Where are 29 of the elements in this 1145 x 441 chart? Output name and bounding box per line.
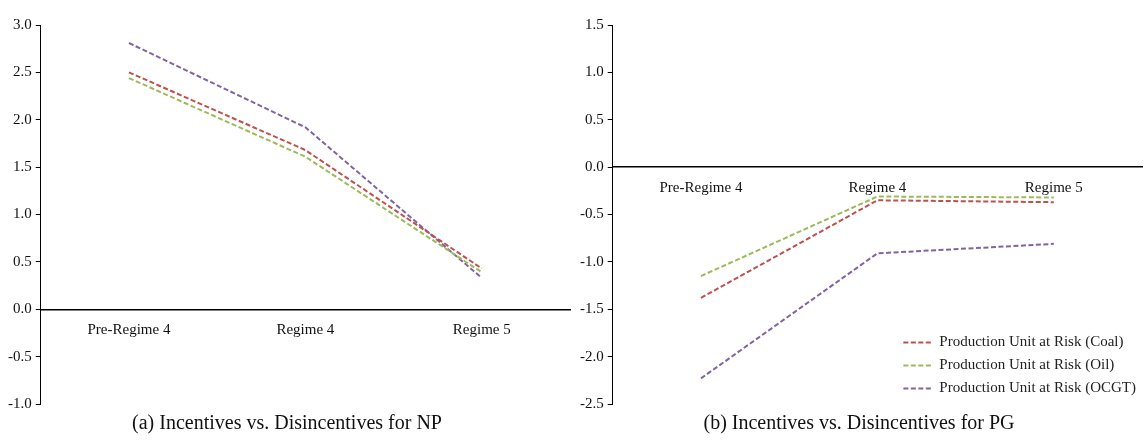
x-tick-label: Regime 5 — [452, 321, 511, 338]
text: (b) Incentives vs. Disincentives for PG — [703, 411, 1015, 435]
y-tick-label: 3.0 — [13, 15, 32, 32]
legend-label: Production Unit at Risk (Coal) — [939, 333, 1124, 351]
y-tick-label: 1.5 — [13, 158, 32, 175]
x-tick-label: Pre-Regime 4 — [659, 179, 743, 196]
y-tick-label: 2.5 — [13, 63, 32, 80]
y-tick-label: -2.0 — [580, 347, 604, 364]
y-tick-label: -0.5 — [580, 205, 604, 222]
y-tick-label: 0.5 — [585, 110, 604, 127]
x-tick-label: Pre-Regime 4 — [87, 321, 171, 338]
x-tick-label: Regime 5 — [1024, 179, 1083, 196]
legend-label: Production Unit at Risk (Oil) — [939, 356, 1115, 374]
y-tick-label: -1.5 — [580, 300, 604, 317]
x-tick-label: Regime 4 — [276, 321, 335, 338]
legend-label: Production Unit at Risk (OCGT) — [939, 379, 1136, 397]
text: (a) Incentives vs. Disincentives for NP — [132, 411, 442, 435]
y-tick-label: 2.0 — [13, 110, 32, 127]
y-tick-label: 1.0 — [13, 205, 32, 222]
x-tick-label: Regime 4 — [848, 179, 907, 196]
y-tick-label: -1.0 — [8, 394, 32, 411]
y-tick-label: -0.5 — [8, 347, 32, 364]
y-tick-label: 0.5 — [13, 252, 32, 269]
y-tick-label: 1.0 — [585, 63, 604, 80]
y-tick-label: 0.0 — [13, 300, 32, 317]
y-tick-label: -1.0 — [580, 252, 604, 269]
y-tick-label: 0.0 — [585, 158, 604, 175]
y-tick-label: -2.5 — [580, 394, 604, 411]
y-tick-label: 1.5 — [585, 15, 604, 32]
